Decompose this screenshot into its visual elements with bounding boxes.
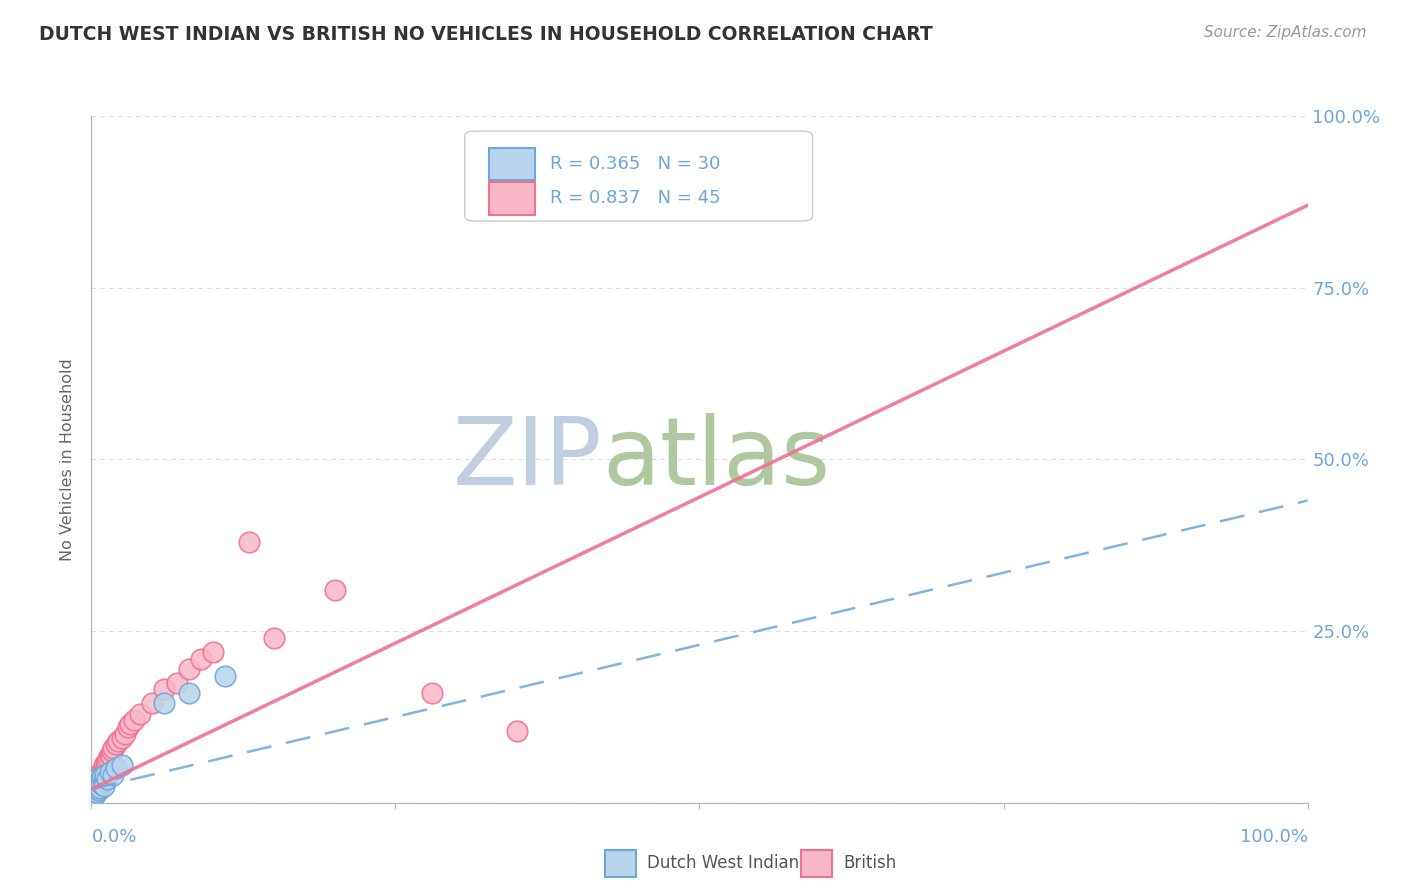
Point [94, 756, 117, 770]
Point [153, 696, 176, 710]
Point [89, 775, 111, 789]
Point [166, 675, 188, 690]
Text: R = 0.365   N = 30: R = 0.365 N = 30 [550, 155, 720, 173]
Point [84, 775, 107, 789]
Point [93, 773, 115, 788]
Point [120, 716, 142, 731]
Point [84, 788, 107, 802]
Point [214, 669, 236, 683]
Point [202, 645, 225, 659]
FancyBboxPatch shape [465, 131, 813, 221]
Text: R = 0.837   N = 45: R = 0.837 N = 45 [550, 189, 720, 207]
Point [97, 751, 120, 765]
Point [84, 779, 107, 793]
Point [83, 782, 105, 797]
Point [98, 747, 121, 762]
Point [87, 779, 110, 793]
Text: Dutch West Indians: Dutch West Indians [647, 855, 807, 872]
Point [96, 772, 118, 786]
Point [83, 785, 105, 799]
Point [93, 761, 115, 775]
Point [82, 790, 104, 805]
Point [100, 749, 122, 764]
Point [86, 782, 108, 797]
Point [83, 783, 105, 797]
Point [84, 780, 107, 795]
Point [84, 783, 107, 797]
Point [84, 779, 107, 793]
FancyBboxPatch shape [489, 182, 536, 214]
Point [103, 740, 125, 755]
Point [83, 788, 105, 802]
Point [190, 651, 212, 665]
Point [84, 785, 107, 799]
Point [84, 785, 107, 799]
Point [177, 662, 200, 676]
Point [153, 682, 176, 697]
Point [96, 755, 118, 769]
Point [82, 789, 104, 803]
Point [129, 706, 152, 721]
Point [323, 582, 346, 597]
Point [98, 764, 121, 779]
Point [87, 783, 110, 797]
Text: atlas: atlas [602, 413, 831, 506]
Point [86, 775, 108, 789]
Point [84, 783, 107, 797]
Point [90, 776, 112, 790]
Point [94, 768, 117, 782]
Point [90, 772, 112, 786]
Point [263, 631, 285, 645]
Point [122, 714, 145, 728]
FancyBboxPatch shape [489, 148, 536, 180]
Point [89, 780, 111, 795]
Point [104, 761, 127, 775]
Point [90, 772, 112, 786]
Point [87, 772, 110, 786]
Point [86, 782, 108, 797]
Point [86, 776, 108, 790]
Point [101, 744, 124, 758]
Text: DUTCH WEST INDIAN VS BRITISH NO VEHICLES IN HOUSEHOLD CORRELATION CHART: DUTCH WEST INDIAN VS BRITISH NO VEHICLES… [39, 25, 934, 44]
Point [420, 686, 443, 700]
Point [94, 763, 117, 777]
Point [84, 780, 107, 795]
Point [107, 734, 129, 748]
Text: British: British [844, 855, 897, 872]
Point [117, 720, 139, 734]
Y-axis label: No Vehicles in Household: No Vehicles in Household [60, 358, 76, 561]
Point [93, 779, 115, 793]
Point [90, 764, 112, 779]
Text: Source: ZipAtlas.com: Source: ZipAtlas.com [1204, 25, 1367, 40]
Point [86, 772, 108, 786]
Point [111, 731, 134, 745]
Point [89, 775, 111, 789]
Point [506, 723, 529, 738]
Point [238, 534, 260, 549]
Text: ZIP: ZIP [453, 413, 602, 506]
Point [87, 779, 110, 793]
Point [104, 738, 127, 752]
Point [141, 696, 163, 710]
Point [91, 768, 114, 782]
Point [89, 768, 111, 782]
Text: 0.0%: 0.0% [91, 828, 136, 846]
Point [91, 770, 114, 784]
Text: 100.0%: 100.0% [1240, 828, 1308, 846]
Point [103, 768, 125, 782]
Point [177, 686, 200, 700]
Point [93, 758, 115, 772]
Point [114, 727, 136, 741]
Point [111, 758, 134, 772]
